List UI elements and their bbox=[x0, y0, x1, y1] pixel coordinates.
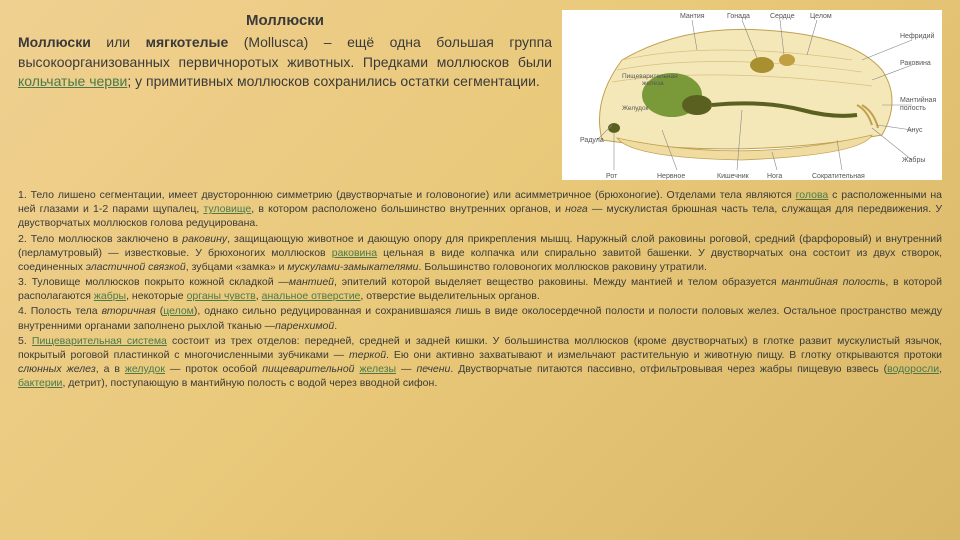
point-3: 3. Туловище моллюсков покрыто кожной скл… bbox=[18, 275, 942, 303]
label-gonad: Гонада bbox=[727, 13, 750, 20]
label-digestive: Пищеварительная bbox=[622, 73, 678, 80]
label-mantle-cavity: Мантийная bbox=[900, 96, 936, 104]
label-nerve: Нервное bbox=[657, 173, 685, 180]
label-anus: Анус bbox=[907, 127, 923, 134]
svg-text:железа: железа bbox=[642, 80, 664, 87]
label-shell: Раковина bbox=[900, 60, 931, 67]
anatomy-diagram: Мантия Гонада Сердце Целом Нефридий Рако… bbox=[562, 10, 942, 180]
label-heart: Сердце bbox=[770, 13, 795, 20]
intro-paragraph: Моллюски или мягкотелые (Mollusca) – ещё… bbox=[18, 33, 552, 92]
intro-text-block: Моллюски Моллюски или мягкотелые (Mollus… bbox=[18, 10, 552, 180]
point-2: 2. Тело моллюсков заключено в раковину, … bbox=[18, 232, 942, 275]
label-radula: Радула bbox=[580, 137, 604, 144]
label-foot: Нога bbox=[767, 173, 782, 180]
label-mantle: Мантия bbox=[680, 13, 705, 20]
point-5: 5. Пищеварительная система состоит из тр… bbox=[18, 334, 942, 391]
label-stomach: Желудок bbox=[622, 105, 649, 112]
numbered-points: 1. Тело лишено сегментации, имеет двусто… bbox=[18, 188, 942, 390]
label-muscle: Сократительная bbox=[812, 173, 865, 180]
mollusk-diagram-svg: Мантия Гонада Сердце Целом Нефридий Рако… bbox=[562, 10, 942, 180]
label-intestine: Кишечник bbox=[717, 173, 750, 180]
slide-title: Моллюски bbox=[18, 10, 552, 31]
point-4: 4. Полость тела вторичная (целом), однак… bbox=[18, 304, 942, 332]
label-nephridium: Нефридий bbox=[900, 32, 935, 40]
label-mouth: Рот bbox=[606, 173, 618, 180]
label-gills: Жабры bbox=[902, 156, 925, 164]
label-coelom: Целом bbox=[810, 13, 832, 20]
point-1: 1. Тело лишено сегментации, имеет двусто… bbox=[18, 188, 942, 231]
svg-text:полость: полость bbox=[900, 105, 926, 112]
